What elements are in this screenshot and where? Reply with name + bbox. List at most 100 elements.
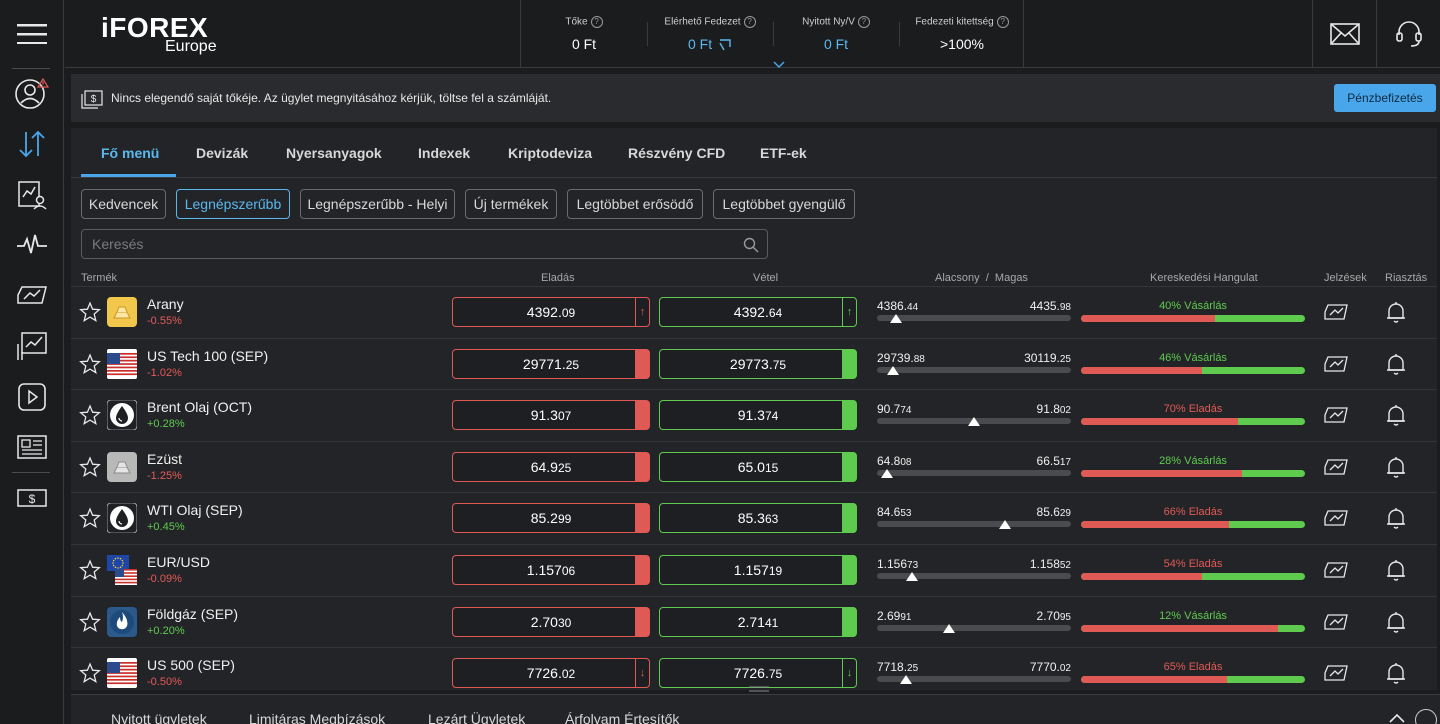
sell-price-button[interactable]: 1.15706	[452, 555, 650, 585]
buy-price-button[interactable]: 4392.64 ↑	[659, 297, 857, 327]
buy-price-button[interactable]: 65.015	[659, 451, 857, 482]
instrument-name[interactable]: Arany	[147, 296, 184, 312]
favorite-star-icon[interactable]	[79, 301, 101, 323]
signals-icon[interactable]	[1323, 456, 1349, 478]
bell-icon[interactable]	[1385, 610, 1407, 634]
sell-price-button[interactable]: 91.307	[452, 400, 650, 431]
chevron-up-icon[interactable]	[1387, 711, 1407, 724]
analysis-icon[interactable]	[12, 175, 52, 215]
chevron-down-icon[interactable]	[773, 60, 785, 70]
sell-price-button[interactable]: 7726.02 ↓	[452, 658, 650, 689]
tab-etf[interactable]: ETF-ek	[760, 145, 807, 161]
tab-open-trades[interactable]: Nyitott ügyletek	[111, 711, 207, 724]
deposit-button[interactable]: Pénzbefizetés	[1334, 84, 1436, 112]
search-icon[interactable]	[743, 237, 759, 253]
signals-icon[interactable]	[1323, 301, 1349, 323]
support-headset-icon[interactable]	[1376, 0, 1440, 68]
favorite-star-icon[interactable]	[79, 610, 101, 633]
chip-most-popular-local[interactable]: Legnépszerűbb - Helyi	[300, 189, 455, 219]
instrument-row[interactable]: Arany -0.55% 4392.09 ↑ 4392.64 ↑ 4386.44 4435.9…	[71, 286, 1437, 338]
help-icon[interactable]: ?	[743, 16, 756, 28]
tab-stock-cfd[interactable]: Részvény CFD	[628, 145, 726, 161]
help-icon[interactable]: ?	[996, 16, 1009, 28]
sell-price-button[interactable]: 2.7030	[452, 606, 650, 637]
instrument-name[interactable]: WTI Olaj (SEP)	[147, 502, 243, 519]
resize-handle-icon[interactable]	[749, 686, 769, 692]
bell-icon[interactable]	[1385, 558, 1407, 582]
tab-currencies[interactable]: Devizák	[196, 145, 249, 161]
instrument-name[interactable]: Ezüst	[147, 450, 183, 467]
instrument-name[interactable]: EUR/USD	[147, 554, 211, 570]
instrument-name[interactable]: US Tech 100 (SEP)	[147, 347, 269, 364]
stat-margin-exposure[interactable]: Fedezeti kitettség? >100%	[899, 0, 1025, 68]
chip-favorites[interactable]: Kedvencek	[81, 189, 166, 219]
instrument-name[interactable]: Brent Olaj (OCT)	[147, 399, 253, 416]
video-icon[interactable]	[12, 377, 52, 417]
instrument-row[interactable]: Ezüst -1.25% 64.925 65.015 64.808 66.517 28% V…	[71, 440, 1437, 493]
chip-top-gainers[interactable]: Legtöbbet erősödő	[567, 189, 703, 219]
sell-price-button[interactable]: 4392.09 ↑	[452, 297, 650, 327]
tab-crypto[interactable]: Kriptodeviza	[508, 145, 593, 161]
buy-price-button[interactable]: 29773.75	[659, 348, 857, 379]
signals-icon[interactable]	[1323, 662, 1349, 684]
favorite-star-icon[interactable]	[79, 352, 101, 375]
instrument-name[interactable]: Földgáz (SEP)	[147, 605, 239, 622]
info-icon[interactable]	[1415, 709, 1437, 724]
signals-icon[interactable]	[1323, 559, 1349, 581]
instrument-row[interactable]: Brent Olaj (OCT) +0.28% 91.307 91.374 90.774…	[71, 389, 1437, 441]
signals-icon[interactable]	[12, 275, 52, 315]
tab-main-menu[interactable]: Fő menü	[101, 145, 160, 161]
favorite-star-icon[interactable]	[79, 559, 101, 581]
signals-icon[interactable]	[1323, 507, 1349, 529]
sell-price-button[interactable]: 29771.25	[452, 348, 650, 379]
instrument-row[interactable]: US Tech 100 (SEP) -1.02% 29771.25 29773.75 2…	[71, 337, 1437, 390]
favorite-star-icon[interactable]	[79, 456, 101, 478]
stat-available-margin[interactable]: Elérhető Fedezet? 0 Ft	[647, 0, 773, 68]
instrument-row[interactable]: WTI Olaj (SEP) +0.45% 85.299 85.363 84.653 85…	[71, 492, 1437, 544]
menu-icon[interactable]	[12, 14, 52, 54]
help-icon[interactable]: ?	[590, 16, 603, 28]
bell-icon[interactable]	[1385, 661, 1407, 685]
chip-new-products[interactable]: Új termékek	[465, 189, 557, 219]
favorite-star-icon[interactable]	[79, 404, 101, 426]
tab-commodities[interactable]: Nyersanyagok	[286, 145, 382, 161]
bell-icon[interactable]	[1385, 455, 1407, 479]
mail-icon[interactable]	[1312, 0, 1376, 68]
news-icon[interactable]	[12, 427, 52, 467]
deposit-icon[interactable]: $	[12, 478, 52, 518]
bell-icon[interactable]	[1385, 403, 1407, 427]
buy-price-button[interactable]: 1.15719	[659, 555, 857, 585]
chart-icon[interactable]	[12, 326, 52, 366]
buy-price-button[interactable]: 85.363	[659, 503, 857, 534]
buy-price-button[interactable]: 7726.75 ↓	[659, 658, 857, 689]
tab-closed-trades[interactable]: Lezárt Ügyletek	[428, 711, 526, 724]
refresh-icon[interactable]	[718, 38, 732, 52]
tab-limit-orders[interactable]: Limitáras Megbízások	[249, 711, 386, 724]
help-icon[interactable]: ?	[857, 16, 870, 28]
tab-indices[interactable]: Indexek	[418, 145, 471, 161]
chip-top-losers[interactable]: Legtöbbet gyengülő	[713, 189, 855, 219]
instrument-row[interactable]: EUR/USD -0.09% 1.15706 1.15719 1.15673 1.1585…	[71, 544, 1437, 596]
chip-most-popular[interactable]: Legnépszerűbb	[176, 189, 290, 219]
search-input[interactable]	[82, 230, 732, 258]
bell-icon[interactable]	[1385, 300, 1407, 324]
buy-price-button[interactable]: 91.374	[659, 400, 857, 431]
stat-equity[interactable]: Tőke? 0 Ft	[521, 0, 647, 68]
instrument-row[interactable]: US 500 (SEP) -0.50% 7726.02 ↓ 7726.75 ↓ 7718.2…	[71, 647, 1437, 690]
instrument-name[interactable]: US 500 (SEP)	[147, 657, 235, 674]
favorite-star-icon[interactable]	[79, 662, 101, 684]
signals-icon[interactable]	[1323, 353, 1349, 375]
trade-arrows-icon[interactable]	[12, 124, 52, 164]
profile-icon[interactable]	[12, 73, 52, 113]
bell-icon[interactable]	[1385, 506, 1407, 530]
buy-price-button[interactable]: 2.7141	[659, 606, 857, 637]
signals-icon[interactable]	[1323, 404, 1349, 426]
instrument-row[interactable]: Földgáz (SEP) +0.20% 2.7030 2.7141 2.6991 2.7…	[71, 595, 1437, 648]
pulse-icon[interactable]	[12, 225, 52, 265]
sell-price-button[interactable]: 85.299	[452, 503, 650, 534]
bell-icon[interactable]	[1385, 352, 1407, 376]
sell-price-button[interactable]: 64.925	[452, 451, 650, 482]
stat-open-pl[interactable]: Nyitott Ny/V? 0 Ft	[773, 0, 899, 68]
signals-icon[interactable]	[1323, 611, 1349, 633]
favorite-star-icon[interactable]	[79, 507, 101, 529]
